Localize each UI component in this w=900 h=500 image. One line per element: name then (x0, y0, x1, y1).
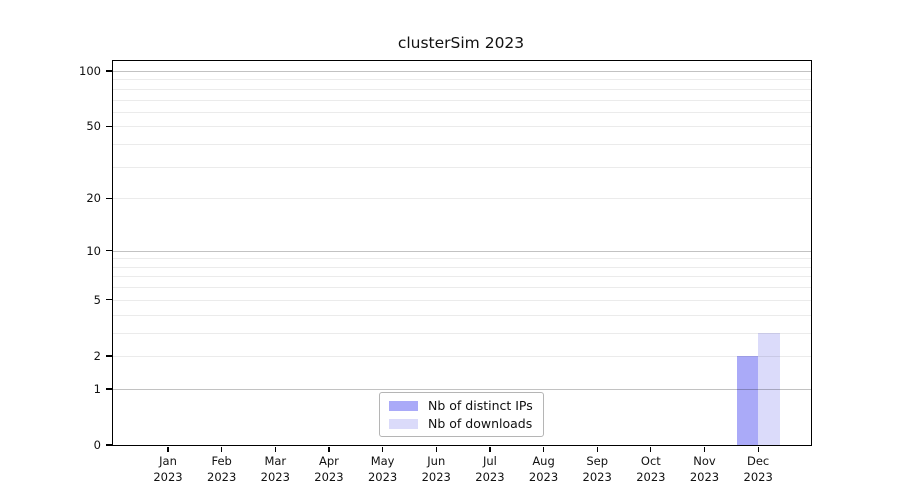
x-tick-mark (167, 446, 169, 452)
x-tick-label: Dec 2023 (726, 453, 790, 485)
legend-swatch-distinct-ips (389, 400, 418, 411)
x-tick-label: Oct 2023 (619, 453, 683, 485)
y-tick-mark (106, 70, 112, 72)
x-tick-label: May 2023 (351, 453, 415, 485)
x-tick-label-year: 2023 (421, 470, 451, 484)
y-gridline-minor (113, 111, 811, 113)
x-tick-mark (435, 446, 437, 452)
y-gridline-minor (113, 332, 811, 334)
x-tick-label-year: 2023 (367, 470, 398, 484)
y-gridline-minor (113, 266, 811, 268)
y-tick-label: 1 (93, 381, 101, 396)
x-tick-mark (221, 446, 223, 452)
y-tick-mark (106, 388, 112, 390)
x-tick-label: Jul 2023 (458, 453, 522, 485)
legend-label: Nb of downloads (428, 416, 533, 431)
legend: Nb of distinct IPs Nb of downloads (379, 392, 544, 437)
y-gridline-minor (113, 166, 811, 168)
x-tick-label: Nov 2023 (673, 453, 737, 485)
x-tick-label: Mar 2023 (243, 453, 307, 485)
legend-swatch-downloads (389, 418, 418, 429)
y-tick-mark (106, 355, 112, 357)
y-gridline-major (113, 250, 811, 252)
x-tick-mark (274, 446, 276, 452)
x-tick-label: Apr 2023 (297, 453, 361, 485)
x-tick-label-year: 2023 (207, 470, 237, 484)
y-tick-label: 100 (79, 64, 101, 78)
y-tick-label: 0 (93, 438, 101, 452)
y-gridline-minor (113, 299, 811, 301)
y-gridline-major (113, 71, 811, 72)
bar-nb-of-distinct-ips-dec-2023 (736, 355, 759, 445)
x-tick-label-year: 2023 (689, 470, 720, 484)
y-tick-mark (106, 125, 112, 128)
x-tick-label: Jun 2023 (404, 453, 468, 485)
y-gridline-minor (113, 144, 811, 146)
x-tick-mark (381, 446, 384, 452)
x-tick-label-year: 2023 (528, 470, 559, 484)
x-tick-mark (328, 446, 330, 452)
y-tick-label: 10 (86, 243, 101, 258)
y-gridline-minor (113, 79, 811, 81)
plot-area: Nb of distinct IPs Nb of downloads 0 1 2 5 1… (79, 60, 812, 484)
x-tick-mark (703, 446, 706, 452)
x-tick-label-year: 2023 (475, 470, 505, 484)
legend-label: Nb of distinct IPs (428, 398, 533, 413)
x-tick-label-year: 2023 (260, 470, 290, 484)
y-gridline-minor (113, 276, 811, 278)
bar-nb-of-downloads-dec-2023 (758, 332, 780, 445)
y-gridline-minor (113, 126, 811, 128)
x-tick-mark (757, 446, 759, 452)
x-tick-label: Aug 2023 (512, 453, 576, 485)
y-tick-label: 50 (86, 119, 101, 134)
y-tick-mark (106, 444, 112, 446)
y-gridline-minor (113, 258, 811, 260)
x-tick-label-year: 2023 (743, 470, 773, 484)
legend-item-downloads: Nb of downloads (389, 417, 533, 430)
x-tick-label-year: 2023 (582, 470, 612, 484)
y-tick-label: 5 (93, 292, 101, 307)
x-tick-mark (489, 446, 491, 452)
y-gridline-minor (113, 99, 811, 101)
x-tick-label-year: 2023 (314, 470, 344, 484)
y-tick-mark (106, 299, 112, 301)
y-gridline-minor (113, 287, 811, 289)
x-tick-mark (650, 446, 652, 452)
y-gridline-major (113, 388, 811, 390)
y-gridline-minor (113, 198, 811, 200)
x-tick-label: Sep 2023 (565, 453, 629, 485)
chart-title: clusterSim 2023 (397, 34, 525, 52)
y-gridline-minor (113, 314, 811, 316)
x-tick-label: Jan 2023 (136, 453, 200, 485)
x-tick-label: Feb 2023 (190, 453, 254, 485)
x-tick-label-year: 2023 (153, 470, 183, 484)
x-tick-label-year: 2023 (636, 470, 666, 484)
y-tick-mark (106, 197, 112, 199)
legend-item-distinct-ips: Nb of distinct IPs (389, 399, 533, 412)
y-gridline-minor (113, 88, 811, 90)
y-tick-label: 2 (93, 348, 101, 363)
x-tick-mark (542, 446, 545, 452)
y-gridline-minor (113, 355, 811, 357)
x-tick-mark (596, 446, 598, 452)
y-tick-label: 20 (86, 191, 101, 206)
y-tick-mark (106, 250, 112, 252)
